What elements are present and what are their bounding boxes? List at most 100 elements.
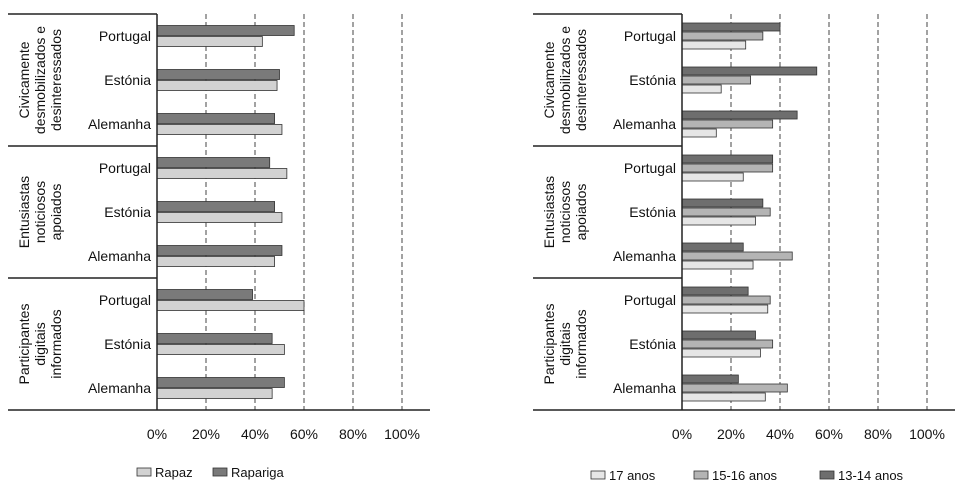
country-label-portugal: Portugal (99, 160, 151, 176)
bar-estonia-rapaz (156, 80, 278, 91)
group-label-line: apoiados (573, 184, 589, 241)
bar-portugal-17-anos (681, 40, 747, 50)
country-label-alemanha: Alemanha (613, 248, 676, 264)
bar-estonia-17-anos (681, 84, 722, 94)
bar-estonia-rapaz (156, 212, 283, 223)
group-label-line: desmobilizados e (32, 26, 48, 134)
country-label-portugal: Portugal (99, 292, 151, 308)
group-label-line: noticiosos (557, 181, 573, 243)
group-participantes-digitais-informados-label: Participantesdigitaisinformados (541, 304, 589, 385)
legend-item-rapaz: Rapaz (136, 465, 193, 480)
legend-swatch (136, 467, 152, 477)
chart-gender: Civicamentedesmobilizados edesinteressad… (8, 13, 430, 480)
bar-alemanha-13-14-anos (681, 110, 798, 120)
legend-label: 13-14 anos (838, 468, 904, 483)
x-tick-label: 0% (672, 426, 692, 442)
group-entusiastas-noticiosos-apoiados-label: Entusiastasnoticiososapoiados (16, 176, 64, 248)
legend-swatch (590, 470, 606, 480)
x-tick-label: 20% (192, 426, 220, 442)
bar-alemanha-15-16-anos (681, 251, 793, 261)
bar-estonia-15-16-anos (681, 75, 751, 85)
x-tick-label: 60% (290, 426, 318, 442)
group-label-line: Participantes (541, 304, 557, 385)
bar-portugal-15-16-anos (681, 31, 764, 41)
legend-label: 15-16 anos (712, 468, 778, 483)
bar-alemanha-13-14-anos (681, 374, 739, 384)
legend-item-rapariga: Rapariga (212, 465, 285, 480)
bar-estonia-rapariga (156, 201, 275, 212)
bar-portugal-17-anos (681, 172, 744, 182)
country-label-alemanha: Alemanha (88, 380, 151, 396)
bar-estonia-rapariga (156, 69, 280, 80)
x-tick-label: 20% (717, 426, 745, 442)
bar-alemanha-13-14-anos (681, 242, 744, 252)
group-civicamente-desmobilizados-e-desinteressados-label: Civicamentedesmobilizados edesinteressad… (16, 26, 64, 134)
country-label-portugal: Portugal (624, 160, 676, 176)
group-label-line: digitais (557, 322, 573, 366)
country-label-alemanha: Alemanha (88, 248, 151, 264)
bar-estonia-17-anos (681, 348, 761, 358)
legend-swatch (693, 470, 709, 480)
country-label-alemanha: Alemanha (613, 116, 676, 132)
group-label-line: informados (48, 309, 64, 378)
chart-age: Civicamentedesmobilizados edesinteressad… (533, 13, 955, 483)
bar-portugal-rapaz (156, 36, 263, 47)
bar-estonia-rapaz (156, 344, 285, 355)
bar-estonia-15-16-anos (681, 339, 774, 349)
group-label-line: Civicamente (541, 41, 557, 118)
x-tick-label: 100% (909, 426, 945, 442)
country-label-estonia: Estónia (629, 72, 676, 88)
bar-estonia-15-16-anos (681, 207, 771, 217)
bar-alemanha-rapaz (156, 124, 283, 135)
group-label-line: desinteressados (48, 29, 64, 131)
bar-portugal-rapariga (156, 157, 271, 168)
x-tick-label: 40% (241, 426, 269, 442)
country-label-portugal: Portugal (624, 28, 676, 44)
legend-item-15-16-anos: 15-16 anos (693, 468, 778, 483)
x-tick-label: 40% (766, 426, 794, 442)
country-label-estonia: Estónia (104, 72, 151, 88)
group-label-line: apoiados (48, 184, 64, 241)
group-label-line: desmobilizados e (557, 26, 573, 134)
legend-item-17-anos: 17 anos (590, 468, 656, 483)
country-label-portugal: Portugal (99, 28, 151, 44)
bar-alemanha-rapariga (156, 113, 275, 124)
group-label-line: Participantes (16, 304, 32, 385)
legend-swatch (212, 467, 228, 477)
legend-label: Rapariga (231, 465, 285, 480)
bar-alemanha-rapaz (156, 388, 273, 399)
bar-portugal-17-anos (681, 304, 769, 314)
bar-alemanha-17-anos (681, 260, 754, 270)
bar-alemanha-17-anos (681, 128, 717, 138)
group-label-line: Civicamente (16, 41, 32, 118)
country-label-estonia: Estónia (629, 204, 676, 220)
bar-portugal-rapariga (156, 289, 253, 300)
country-label-estonia: Estónia (104, 336, 151, 352)
group-label-line: Entusiastas (541, 176, 557, 248)
country-label-alemanha: Alemanha (88, 116, 151, 132)
bar-portugal-13-14-anos (681, 154, 774, 164)
bar-portugal-15-16-anos (681, 295, 771, 305)
country-label-alemanha: Alemanha (613, 380, 676, 396)
bar-estonia-rapariga (156, 333, 273, 344)
bar-alemanha-rapaz (156, 256, 275, 267)
legend-item-13-14-anos: 13-14 anos (819, 468, 904, 483)
bar-portugal-rapaz (156, 300, 305, 311)
legend-label: 17 anos (609, 468, 656, 483)
group-label-line: digitais (32, 322, 48, 366)
group-label-line: informados (573, 309, 589, 378)
bar-portugal-15-16-anos (681, 163, 774, 173)
group-label-line: desinteressados (573, 29, 589, 131)
x-tick-label: 100% (384, 426, 420, 442)
x-tick-label: 80% (339, 426, 367, 442)
country-label-estonia: Estónia (104, 204, 151, 220)
bar-alemanha-rapariga (156, 377, 285, 388)
bar-portugal-13-14-anos (681, 286, 749, 296)
bar-estonia-13-14-anos (681, 330, 756, 340)
x-tick-label: 0% (147, 426, 167, 442)
group-label-line: Entusiastas (16, 176, 32, 248)
legend-swatch (819, 470, 835, 480)
x-tick-label: 60% (815, 426, 843, 442)
bar-alemanha-rapariga (156, 245, 283, 256)
